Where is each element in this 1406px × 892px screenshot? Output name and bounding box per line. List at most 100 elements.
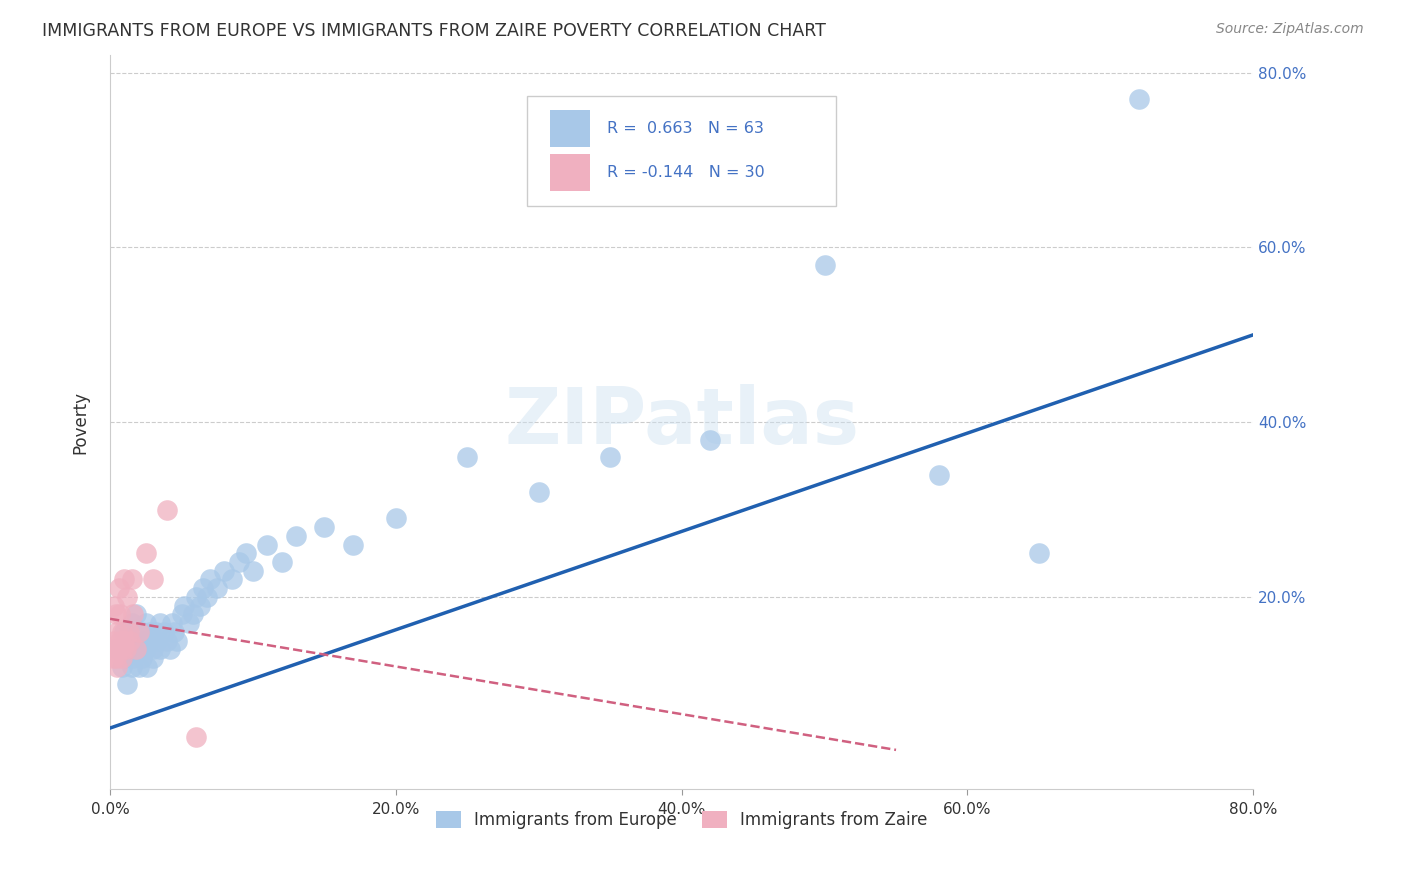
Point [177, 616, 200, 631]
Point [105, 660, 128, 674]
Point [128, 624, 150, 639]
Point [456, 450, 478, 464]
Point [107, 581, 129, 595]
Point [159, 642, 181, 657]
Point [100, 642, 122, 657]
Point [118, 642, 141, 657]
Point [115, 633, 138, 648]
Point [112, 633, 135, 648]
Text: IMMIGRANTS FROM EUROPE VS IMMIGRANTS FROM ZAIRE POVERTY CORRELATION CHART: IMMIGRANTS FROM EUROPE VS IMMIGRANTS FRO… [42, 22, 827, 40]
Point [149, 642, 172, 657]
Point [149, 616, 172, 631]
Point [103, 599, 125, 613]
Point [270, 555, 292, 569]
Text: R =  0.663   N = 63: R = 0.663 N = 63 [607, 121, 765, 136]
Point [128, 642, 150, 657]
Point [135, 546, 157, 560]
Point [136, 660, 159, 674]
Point [184, 730, 207, 744]
Point [104, 607, 127, 622]
Point [114, 642, 136, 657]
Point [101, 651, 124, 665]
Point [181, 607, 204, 622]
Point [385, 511, 408, 525]
Point [110, 624, 132, 639]
Point [142, 573, 165, 587]
Point [108, 633, 131, 648]
Point [928, 467, 950, 482]
Point [135, 616, 157, 631]
Point [235, 546, 257, 560]
Point [314, 520, 336, 534]
Point [121, 660, 143, 674]
Point [110, 651, 132, 665]
Point [1028, 546, 1050, 560]
Point [166, 633, 188, 648]
Point [132, 633, 155, 648]
Point [110, 660, 132, 674]
FancyBboxPatch shape [550, 111, 591, 147]
Point [125, 633, 148, 648]
Point [198, 573, 221, 587]
Point [122, 607, 145, 622]
Point [342, 537, 364, 551]
Point [118, 624, 141, 639]
Point [131, 651, 153, 665]
Point [105, 642, 128, 657]
Point [115, 677, 138, 691]
Text: Source: ZipAtlas.com: Source: ZipAtlas.com [1216, 22, 1364, 37]
Point [142, 651, 165, 665]
Point [256, 537, 278, 551]
Point [139, 633, 162, 648]
Point [228, 555, 250, 569]
Point [142, 642, 165, 657]
Point [195, 590, 218, 604]
Point [120, 633, 142, 648]
Y-axis label: Poverty: Poverty [72, 391, 89, 454]
Point [128, 660, 150, 674]
Point [112, 573, 135, 587]
Point [163, 624, 186, 639]
Point [221, 573, 243, 587]
FancyBboxPatch shape [550, 154, 591, 191]
Point [156, 502, 179, 516]
Point [156, 633, 179, 648]
Text: R = -0.144   N = 30: R = -0.144 N = 30 [607, 165, 765, 180]
Point [139, 624, 162, 639]
Point [112, 651, 135, 665]
Point [173, 599, 195, 613]
Point [121, 616, 143, 631]
Text: ZIPatlas: ZIPatlas [505, 384, 859, 460]
Point [170, 607, 193, 622]
Point [125, 642, 148, 657]
Point [105, 624, 128, 639]
Point [122, 651, 145, 665]
Point [104, 651, 127, 665]
Point [160, 616, 183, 631]
Point [191, 581, 214, 595]
Point [146, 633, 169, 648]
Point [103, 633, 125, 648]
Point [145, 624, 167, 639]
Point [121, 573, 143, 587]
Point [188, 599, 211, 613]
Point [813, 258, 835, 272]
Point [242, 564, 264, 578]
Point [108, 607, 131, 622]
Point [153, 624, 176, 639]
Point [599, 450, 621, 464]
Point [184, 590, 207, 604]
Point [1128, 92, 1150, 106]
Legend: Immigrants from Europe, Immigrants from Zaire: Immigrants from Europe, Immigrants from … [429, 805, 934, 836]
Point [284, 529, 307, 543]
Point [111, 642, 134, 657]
Point [527, 485, 550, 500]
Point [699, 433, 721, 447]
Point [115, 590, 138, 604]
Point [131, 624, 153, 639]
Point [112, 624, 135, 639]
Point [214, 564, 236, 578]
Point [105, 642, 128, 657]
Point [135, 642, 157, 657]
Point [207, 581, 229, 595]
